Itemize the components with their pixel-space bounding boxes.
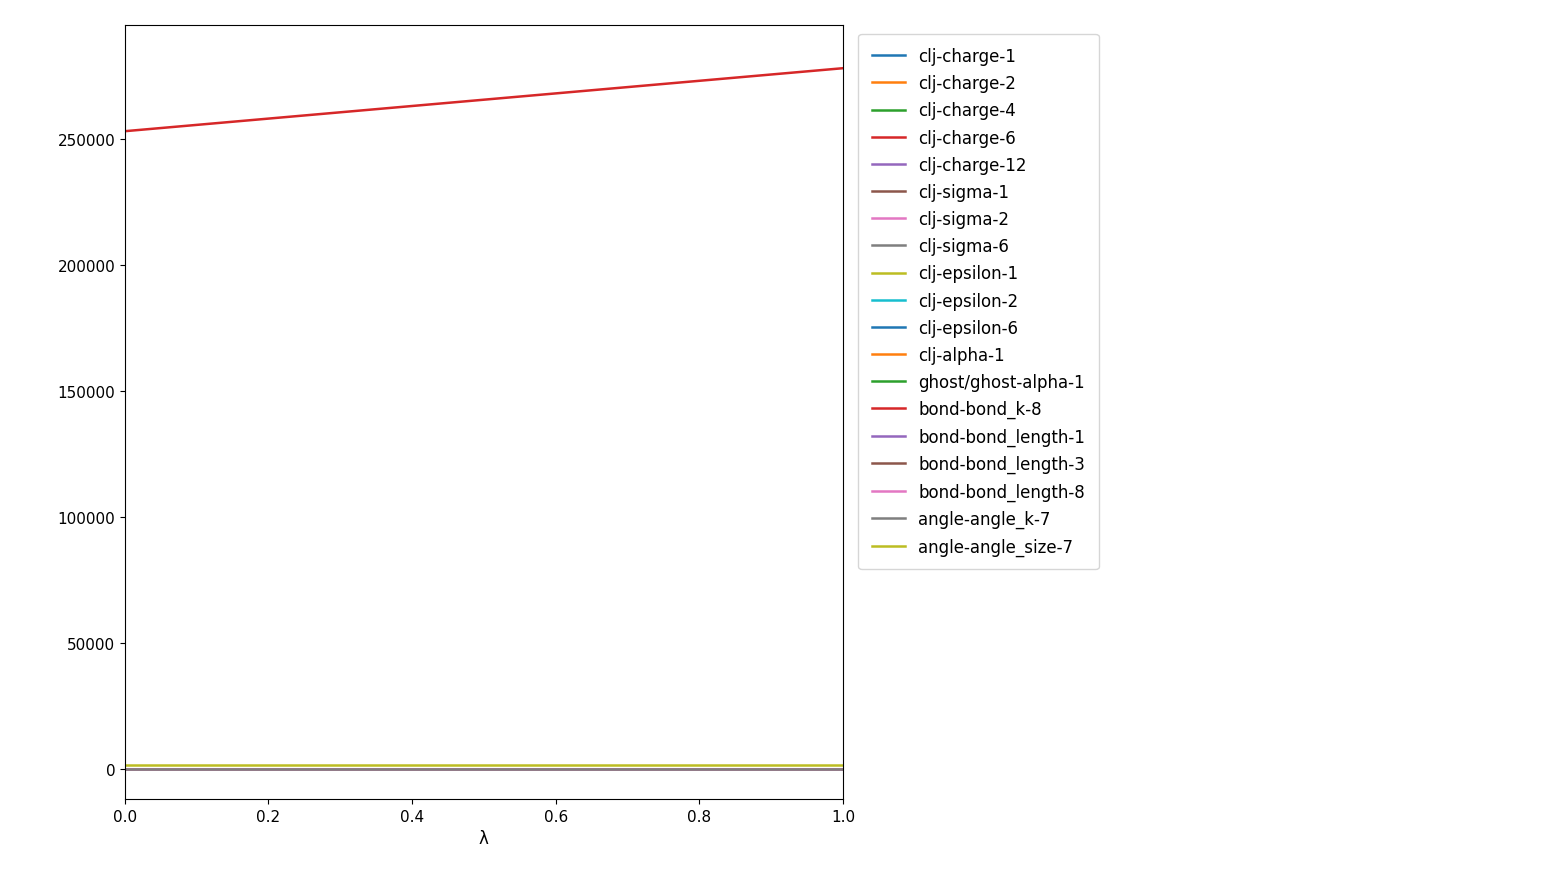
X-axis label: λ: λ xyxy=(479,829,489,847)
Legend: clj-charge-1, clj-charge-2, clj-charge-4, clj-charge-6, clj-charge-12, clj-sigma: clj-charge-1, clj-charge-2, clj-charge-4… xyxy=(859,34,1099,569)
